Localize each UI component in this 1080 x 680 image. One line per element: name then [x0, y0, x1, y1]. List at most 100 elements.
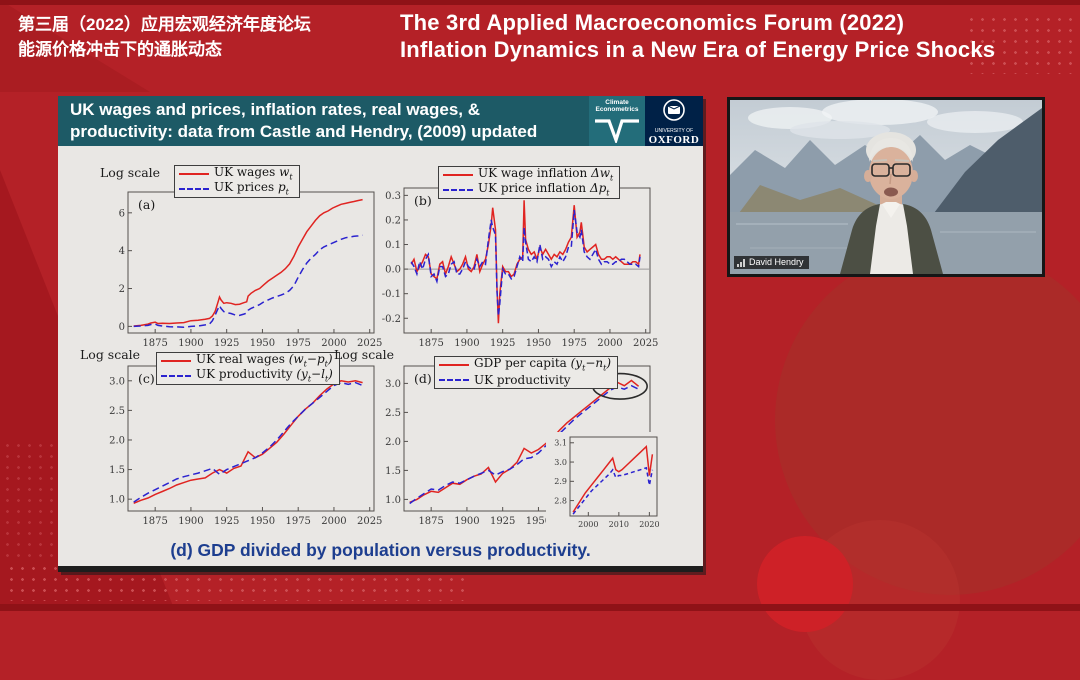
svg-text:1875: 1875 — [142, 516, 167, 527]
speaker-hair-front — [869, 138, 913, 162]
chart-legend-b: UK wage inflation Δwt UK price inflation … — [438, 166, 621, 199]
chart-canvas-a: 1875 1900 1925 1950 1975 2000 2025 0 2 4 6 (a) — [119, 191, 382, 349]
chart-legend-a: UK wages wt UK prices pt — [174, 165, 300, 198]
svg-text:2020: 2020 — [639, 520, 659, 529]
legend-label: UK prices pt — [214, 180, 289, 197]
legend-entry: UK wages wt — [179, 165, 293, 182]
svg-text:1950: 1950 — [526, 516, 551, 527]
svg-text:0.2: 0.2 — [385, 215, 401, 226]
svg-text:3.0: 3.0 — [109, 376, 125, 387]
forum-title-chinese: 第三届（2022）应用宏观经济年度论坛 能源价格冲击下的通胀动态 — [18, 12, 311, 62]
svg-text:6: 6 — [119, 208, 125, 219]
speaker-mouth — [884, 187, 898, 197]
legend-label: UK price inflation Δpt — [478, 181, 610, 198]
speaker-collar — [882, 202, 900, 218]
speaker-ear — [910, 170, 918, 182]
legend-label: UK productivity — [474, 372, 571, 387]
svg-text:1950: 1950 — [250, 338, 275, 349]
legend-entry: UK price inflation Δpt — [443, 181, 613, 198]
speaker-video-scene — [730, 100, 1042, 274]
svg-text:(c): (c) — [138, 371, 155, 386]
chart-legend-c: UK real wages (wt−pt) UK productivity (yt… — [156, 352, 340, 385]
slide-title-line2: productivity: data from Castle and Hendr… — [70, 122, 538, 141]
climate-v-glyph-icon — [595, 119, 639, 145]
shared-slide: UK wages and prices, inflation rates, re… — [58, 96, 703, 572]
chart-panel-d-gdp-per-capita: Log scale 2000 2010 2020 2.8 2.9 3.0 3.1 1875 1… — [334, 347, 662, 533]
svg-text:0.3: 0.3 — [385, 191, 401, 202]
chart-panel-a-wages-prices: Log scale 1875 1900 1925 1950 1975 2000 2025 0 2… — [94, 162, 384, 355]
svg-text:0: 0 — [119, 322, 125, 333]
legend-entry: UK productivity (yt−lt) — [161, 367, 333, 384]
signal-icon — [737, 259, 745, 267]
svg-text:(a): (a) — [138, 197, 155, 212]
forum-title-zh-line2: 能源价格冲击下的通胀动态 — [18, 40, 222, 59]
forum-title-en-line2: Inflation Dynamics in a New Era of Energ… — [400, 37, 996, 62]
svg-text:1.0: 1.0 — [385, 495, 401, 506]
oxford-logo: UNIVERSITY OF OXFORD — [645, 96, 703, 146]
legend-line-sample — [439, 363, 469, 366]
legend-line-sample — [443, 188, 473, 191]
svg-text:2010: 2010 — [609, 520, 629, 529]
svg-text:1975: 1975 — [561, 338, 586, 349]
svg-text:1900: 1900 — [178, 338, 203, 349]
participant-name-tag: David Hendry — [734, 256, 809, 269]
svg-text:1875: 1875 — [418, 516, 443, 527]
svg-text:-0.1: -0.1 — [382, 289, 401, 300]
svg-text:2: 2 — [119, 284, 125, 295]
svg-text:0.0: 0.0 — [385, 265, 401, 276]
svg-text:-0.2: -0.2 — [382, 314, 401, 325]
svg-text:1900: 1900 — [454, 516, 479, 527]
legend-entry: UK prices pt — [179, 180, 293, 197]
cloud — [790, 121, 890, 139]
meeting-screen: { "header": { "zh_line1": "第三届（2022）应用宏观… — [0, 0, 1080, 632]
svg-text:2025: 2025 — [357, 338, 382, 349]
speaker-vest-right — [903, 204, 943, 274]
legend-line-sample — [161, 374, 191, 377]
oxford-crest-icon — [663, 99, 685, 121]
legend-label: UK real wages (wt−pt) — [196, 352, 333, 369]
participant-name: David Hendry — [749, 257, 804, 267]
svg-text:(b): (b) — [414, 193, 432, 208]
svg-text:2.9: 2.9 — [554, 477, 567, 486]
svg-text:2000: 2000 — [321, 516, 346, 527]
cloud — [927, 111, 1023, 133]
speaker-vest-left — [840, 204, 880, 274]
legend-line-sample — [179, 172, 209, 175]
svg-text:2.5: 2.5 — [385, 408, 401, 419]
svg-text:1.5: 1.5 — [385, 466, 401, 477]
svg-text:3.1: 3.1 — [554, 439, 567, 448]
svg-text:2025: 2025 — [357, 516, 382, 527]
svg-text:0.1: 0.1 — [385, 240, 401, 251]
svg-text:1975: 1975 — [285, 516, 310, 527]
speaker-ear — [864, 170, 872, 182]
svg-text:3.0: 3.0 — [385, 379, 401, 390]
legend-label: UK productivity (yt−lt) — [196, 367, 333, 384]
chart-legend-d: GDP per capita (yt−nt) UK productivity — [434, 356, 619, 389]
svg-text:2.0: 2.0 — [385, 437, 401, 448]
slide-title: UK wages and prices, inflation rates, re… — [70, 99, 537, 143]
log-scale-label: Log scale — [100, 165, 161, 180]
legend-label: GDP per capita (yt−nt) — [474, 356, 612, 373]
svg-text:1925: 1925 — [214, 338, 239, 349]
legend-entry: UK productivity — [439, 372, 611, 387]
speaker-glasses-left-lens — [871, 163, 890, 177]
chart-canvas-d-inset: 2000 2010 2020 2.8 2.9 3.0 3.1 — [554, 436, 660, 529]
top-edge-band — [0, 0, 1080, 5]
background-circle-decoration — [757, 536, 853, 632]
log-scale-label: Log scale — [334, 347, 395, 362]
svg-text:1.5: 1.5 — [109, 465, 125, 476]
legend-line-sample — [161, 359, 191, 362]
svg-text:1925: 1925 — [214, 516, 239, 527]
legend-entry: GDP per capita (yt−nt) — [439, 356, 612, 373]
speaker-video-tile[interactable]: David Hendry — [727, 97, 1045, 277]
speaker-figure — [840, 132, 943, 274]
cloud — [822, 100, 938, 125]
slide-caption: (d) GDP divided by population versus pro… — [170, 540, 591, 560]
legend-line-sample — [443, 173, 473, 176]
legend-entry: UK real wages (wt−pt) — [161, 352, 333, 369]
svg-text:1.0: 1.0 — [109, 495, 125, 506]
svg-text:1900: 1900 — [178, 516, 203, 527]
svg-text:1975: 1975 — [285, 338, 310, 349]
svg-text:2000: 2000 — [597, 338, 622, 349]
climate-econometrics-logo: Climate Econometrics — [589, 96, 645, 146]
